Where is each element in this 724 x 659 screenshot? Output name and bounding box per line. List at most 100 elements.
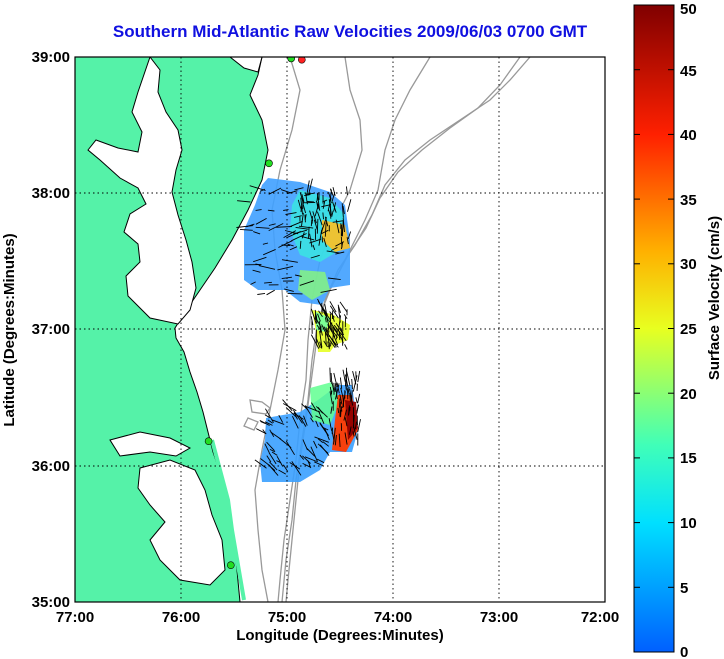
- velocity-arrow: [255, 218, 267, 225]
- velocity-arrow: [316, 201, 319, 209]
- velocity-arrow: [321, 229, 329, 235]
- velocity-arrow: [315, 315, 318, 322]
- velocity-arrow: [289, 246, 298, 251]
- velocity-arrow: [309, 233, 313, 248]
- velocity-arrow: [316, 211, 323, 226]
- velocity-arrow: [284, 288, 294, 292]
- velocity-arrow: [333, 427, 336, 445]
- velocity-arrow: [285, 212, 297, 215]
- velocity-patch-south-green: [310, 382, 340, 425]
- colorbar: 0 5 10 15 20 25 30 35 40 45 50 Surface V…: [633, 1, 723, 659]
- velocity-arrow: [257, 292, 266, 295]
- velocity-arrow: [346, 370, 351, 386]
- velocity-arrow: [310, 308, 317, 324]
- velocity-arrow: [293, 409, 303, 424]
- velocity-arrow: [303, 415, 308, 426]
- plot-frame: [74, 56, 606, 603]
- velocity-arrow: [352, 425, 358, 440]
- velocity-arrow: [357, 419, 361, 433]
- velocity-arrow: [316, 193, 319, 201]
- station-marker: [204, 437, 213, 446]
- velocity-arrow: [344, 432, 348, 445]
- velocity-arrow: [336, 382, 340, 394]
- velocity-arrow: [356, 404, 359, 414]
- velocity-arrow: [316, 458, 325, 464]
- velocity-arrow: [294, 215, 302, 218]
- velocity-arrow: [316, 218, 319, 234]
- velocity-arrow: [357, 393, 361, 404]
- velocity-arrow: [310, 254, 320, 259]
- velocity-arrow: [344, 344, 348, 350]
- velocity-arrow: [342, 206, 345, 214]
- velocity-arrow: [352, 375, 358, 392]
- velocity-arrow: [334, 434, 337, 446]
- velocity-arrow: [327, 337, 336, 348]
- velocity-arrow: [291, 461, 302, 476]
- station-marker: [227, 561, 235, 570]
- velocity-arrow: [329, 367, 331, 383]
- velocity-arrow: [327, 324, 338, 338]
- velocity-arrow: [265, 408, 274, 423]
- velocity-arrow: [311, 402, 317, 412]
- velocity-arrow: [340, 236, 343, 248]
- velocity-arrow: [341, 224, 344, 237]
- x-tick-labels: 77:00 76:00 75:00 74:00 73:00 72:00: [56, 609, 619, 626]
- velocity-arrow: [299, 454, 305, 460]
- velocity-arrow: [313, 440, 318, 449]
- velocity-arrow: [258, 265, 276, 270]
- velocity-arrow: [315, 420, 319, 428]
- delaware-bay: [229, 57, 263, 73]
- velocity-arrow: [319, 444, 330, 456]
- velocity-arrow: [316, 338, 321, 349]
- velocity-arrow: [286, 190, 298, 195]
- velocity-arrow: [349, 426, 352, 435]
- velocity-arrow: [312, 244, 316, 251]
- velocity-arrow: [355, 397, 358, 404]
- velocity-arrow: [278, 414, 284, 423]
- velocity-arrow: [328, 209, 331, 217]
- velocity-arrow: [310, 334, 320, 349]
- velocity-arrow: [301, 232, 305, 239]
- velocity-arrow: [310, 219, 313, 227]
- velocity-arrow: [336, 330, 338, 340]
- colorbar-tick: 35: [680, 192, 697, 209]
- velocity-arrow: [283, 209, 289, 211]
- y-tick-label: 38:00: [32, 185, 70, 202]
- velocity-arrow: [302, 455, 311, 464]
- velocity-arrow: [264, 414, 271, 419]
- velocity-arrow: [328, 342, 331, 350]
- velocity-arrow: [328, 418, 333, 431]
- velocity-arrow: [315, 415, 323, 420]
- colorbar-tick: 25: [680, 321, 697, 338]
- velocity-arrow: [334, 383, 338, 400]
- velocity-arrow: [331, 191, 336, 204]
- colorbar-tick: 10: [680, 515, 697, 532]
- velocity-arrow: [266, 289, 275, 296]
- velocity-arrow: [304, 456, 317, 462]
- velocity-arrow: [357, 370, 361, 383]
- velocity-arrow: [289, 220, 303, 228]
- velocity-arrow: [252, 269, 261, 273]
- velocity-arrow: [264, 421, 273, 426]
- chesapeake-bay: [87, 57, 197, 325]
- velocity-arrow: [280, 189, 293, 194]
- velocity-arrow: [314, 461, 325, 467]
- velocity-arrow: [317, 410, 325, 424]
- velocity-arrow: [291, 416, 299, 429]
- velocity-arrow: [317, 438, 324, 443]
- velocity-arrow: [302, 203, 307, 214]
- velocity-arrow: [338, 333, 341, 341]
- velocity-arrow: [281, 259, 298, 263]
- y-axis-label: Latitude (Degrees:Minutes): [1, 233, 18, 426]
- velocity-arrow: [300, 197, 303, 215]
- velocity-arrow: [319, 326, 322, 332]
- velocity-arrow: [341, 203, 344, 218]
- velocity-arrow: [278, 240, 293, 248]
- velocity-arrow: [332, 220, 344, 223]
- velocity-arrow: [329, 391, 333, 405]
- velocity-arrow: [294, 187, 304, 191]
- velocity-arrow: [268, 223, 284, 232]
- velocity-arrow: [250, 281, 256, 285]
- velocity-arrow: [343, 409, 347, 421]
- velocity-arrow: [282, 403, 297, 412]
